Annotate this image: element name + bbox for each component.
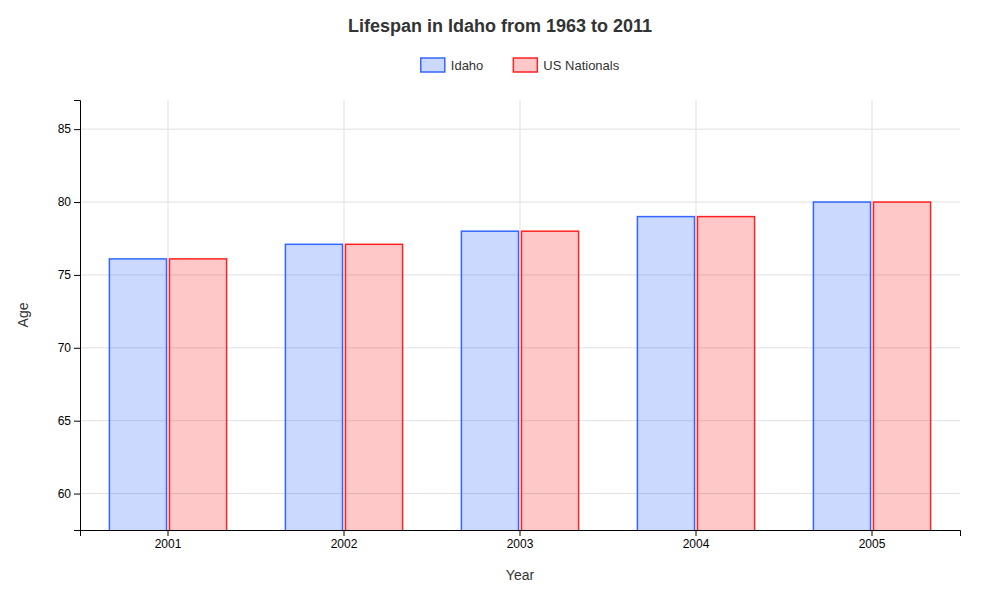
tick-label: 2002 [331,537,358,551]
bar [170,259,227,530]
tick-mark [520,530,521,536]
tick-mark [168,530,169,536]
tick: 2003 [507,530,534,551]
axis-line [81,531,961,537]
tick-label: 80 [58,195,72,209]
x-axis-title: Year [506,567,535,583]
grid-line [344,100,345,530]
title: Lifespan in Idaho from 1963 to 2011 [348,16,652,36]
tick-label: 75 [58,268,72,282]
tick-mark [696,530,697,536]
tick: 75 [58,268,80,282]
bar [522,231,579,530]
bar [874,202,931,530]
tick: 70 [58,341,80,355]
plot: 2001 2002 2003 2004 2005 60 65 70 75 80 85 [58,100,961,600]
grid-line [696,100,697,530]
tick-mark [74,275,80,276]
axis-line [74,101,81,531]
tick-label: 2001 [155,537,182,551]
grid-line [168,100,169,530]
legend-item: Idaho [421,58,484,73]
tick-label: 2005 [859,537,886,551]
tick-mark [344,530,345,536]
legend-swatch [513,58,537,72]
legend-label: US Nationals [543,58,619,73]
tick: 85 [58,122,80,136]
tick: 2002 [331,530,358,551]
tick: 80 [58,195,80,209]
bar [285,244,342,530]
bar [346,244,403,530]
bars [109,202,930,530]
tick-mark [74,421,80,422]
tick: 2001 [155,530,182,551]
bar [813,202,870,530]
tick-mark [74,129,80,130]
chart: 2001 2002 2003 2004 2005 60 65 70 75 80 85 Lifespan… [0,0,1000,600]
bar [637,217,694,530]
tick-mark [872,530,873,536]
grid-line [520,100,521,530]
tick-mark [74,494,80,495]
bar [698,217,755,530]
x-axis: 2001 2002 2003 2004 2005 [81,530,961,551]
legend: Idaho US Nationals [421,58,620,73]
tick-label: 65 [58,414,72,428]
tick: 65 [58,414,80,428]
legend-item: US Nationals [513,58,619,73]
tick-label: 70 [58,341,72,355]
tick-mark [74,348,80,349]
y-axis: 60 65 70 75 80 85 [58,101,81,531]
grid-line [872,100,873,530]
tick: 60 [58,487,80,501]
tick-label: 2004 [683,537,710,551]
series [109,202,870,530]
legend-label: Idaho [451,58,484,73]
tick: 2004 [683,530,710,551]
bar [461,231,518,530]
tick-label: 2003 [507,537,534,551]
tick-label: 60 [58,487,72,501]
tick: 2005 [859,530,886,551]
series [170,202,931,530]
legend-swatch [421,58,445,72]
bar [109,259,166,530]
tick-mark [74,202,80,203]
tick-label: 85 [58,122,72,136]
y-axis-title: Age [15,302,31,327]
